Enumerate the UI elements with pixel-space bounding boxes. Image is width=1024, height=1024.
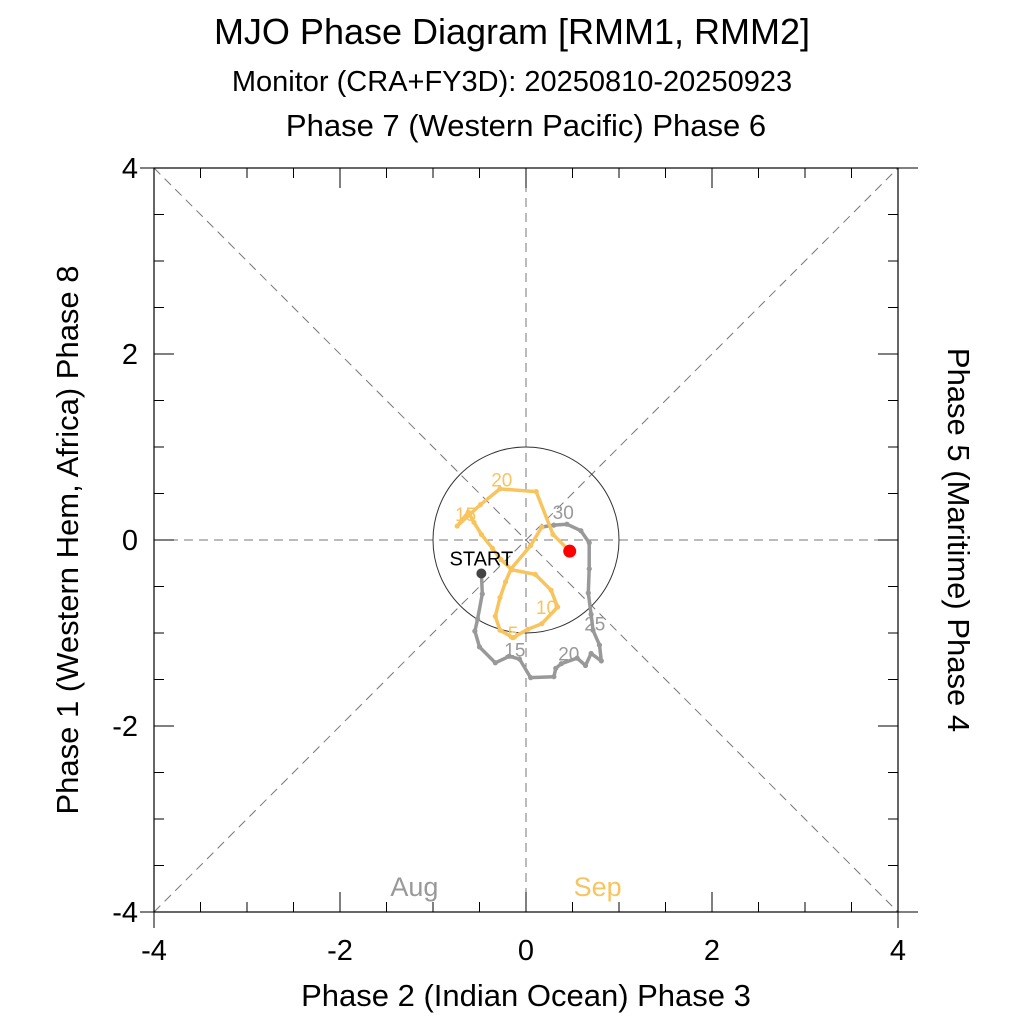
data-point [479, 591, 485, 597]
data-point [478, 531, 484, 538]
data-point [585, 590, 591, 596]
data-point [533, 489, 539, 495]
y-tick-label: -4 [112, 897, 138, 929]
x-tick-label: 2 [704, 935, 720, 967]
data-point [497, 595, 503, 601]
data-point [516, 656, 523, 662]
data-point [586, 540, 592, 546]
day-label: 20 [491, 471, 512, 492]
x-tick-label: -2 [327, 935, 353, 967]
data-point [598, 658, 604, 664]
x-tick-label: 4 [890, 935, 906, 967]
chart-title: MJO Phase Diagram [RMM1, RMM2] [214, 11, 810, 52]
end-marker [563, 544, 577, 558]
y-tick-label: 4 [122, 153, 138, 185]
data-point [539, 524, 545, 530]
data-point [498, 556, 504, 563]
day-label: 15 [504, 641, 525, 662]
day-label: 15 [455, 505, 476, 526]
data-point [539, 621, 545, 627]
x-axis-label: Phase 2 (Indian Ocean) Phase 3 [301, 978, 751, 1013]
y-tick-label: 0 [122, 525, 138, 557]
data-point [564, 521, 570, 527]
chart-subtitle: Monitor (CRA+FY3D): 20250810-20250923 [232, 66, 792, 98]
day-label: 30 [553, 503, 574, 524]
start-marker [476, 568, 487, 579]
day-label: 10 [536, 598, 557, 619]
data-point [506, 653, 512, 659]
data-point [555, 604, 561, 610]
data-point [551, 522, 557, 528]
data-point [510, 635, 516, 641]
data-point [502, 579, 509, 585]
data-point [588, 611, 594, 618]
legend-label-sep: Sep [574, 872, 622, 902]
series-line-aug [473, 522, 604, 680]
data-point [551, 674, 557, 680]
x-tick-label: -4 [141, 935, 167, 967]
data-point [574, 655, 580, 661]
data-point [492, 613, 498, 619]
data-point [586, 566, 592, 572]
data-point [548, 587, 554, 593]
data-point [489, 545, 496, 551]
y-tick-label: -2 [112, 711, 138, 743]
data-point [596, 642, 603, 648]
data-point [471, 519, 477, 525]
data-point [492, 660, 498, 666]
day-label: 5 [508, 624, 519, 645]
start-label: START [450, 548, 514, 570]
data-point [475, 616, 481, 622]
data-point [476, 644, 483, 650]
legend-label-aug: Aug [390, 872, 438, 902]
y-tick-label: 2 [122, 339, 138, 371]
diagonal-guide-line [153, 167, 899, 913]
data-point [454, 523, 460, 529]
unit-circle [432, 446, 620, 634]
data-point [497, 627, 503, 633]
data-point [590, 627, 596, 633]
data-point [528, 675, 534, 681]
data-point [509, 567, 515, 573]
data-point [550, 531, 556, 538]
data-point [532, 571, 538, 578]
data-point [558, 661, 564, 667]
day-label: 25 [584, 615, 605, 636]
data-point [525, 626, 531, 632]
left-phase-label: Phase 1 (Western Hem, Africa) Phase 8 [50, 265, 85, 814]
data-point [477, 502, 484, 508]
data-point [588, 650, 594, 657]
data-point [582, 662, 589, 669]
data-point [497, 486, 503, 492]
data-point [472, 628, 478, 634]
data-point [553, 665, 559, 671]
data-point [578, 528, 584, 534]
top-phase-label: Phase 7 (Western Pacific) Phase 6 [286, 108, 766, 143]
right-phase-label: Phase 5 (Maritime) Phase 4 [941, 348, 976, 732]
data-point [465, 509, 471, 515]
day-label: 20 [558, 644, 579, 665]
data-point [528, 542, 534, 549]
x-tick-label: 0 [518, 935, 534, 967]
